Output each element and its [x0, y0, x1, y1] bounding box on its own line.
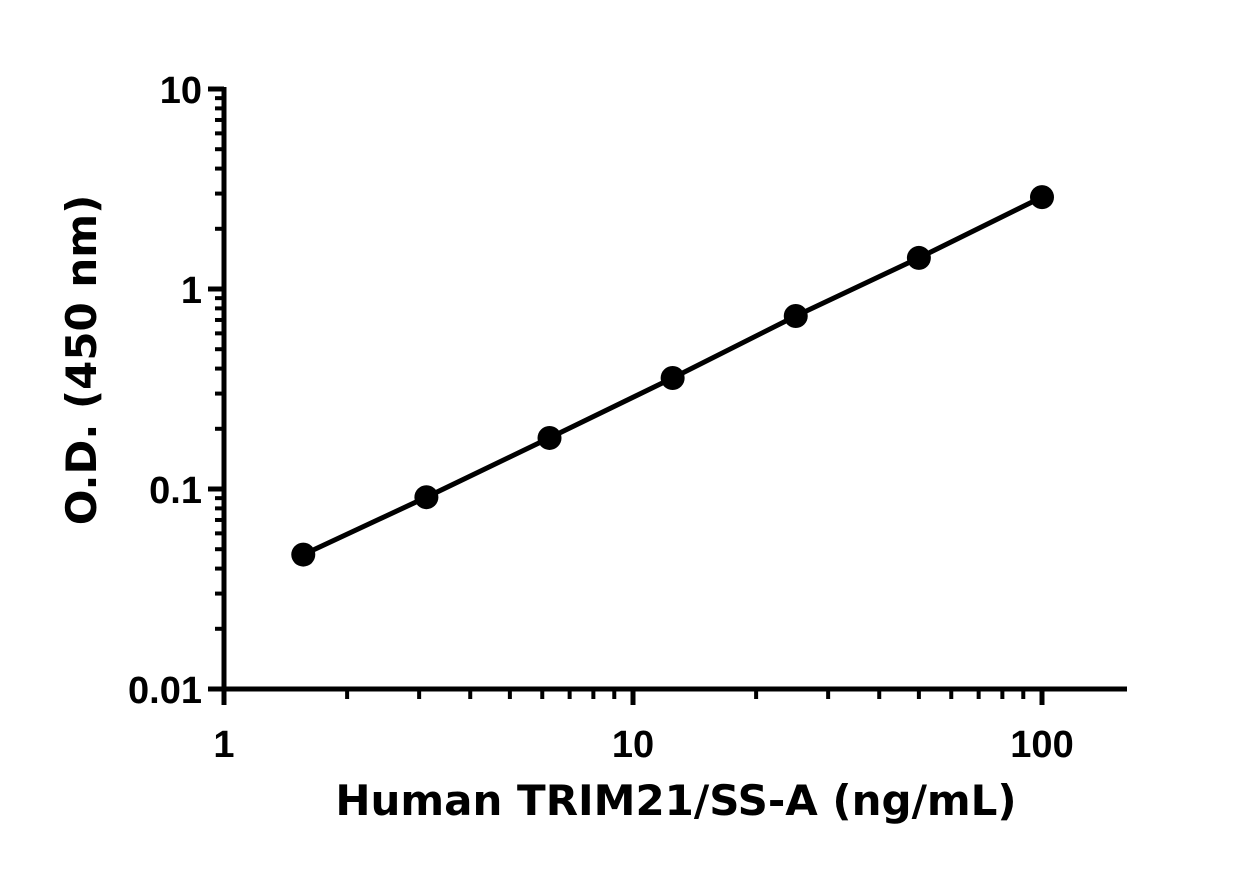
- data-point-marker: [783, 303, 808, 328]
- data-point-marker: [537, 425, 562, 450]
- y-axis-title: O.D. (450 nm): [57, 195, 106, 526]
- data-point-marker: [906, 245, 931, 270]
- y-tick-label: 1: [181, 270, 202, 312]
- x-tick-label: 100: [1010, 724, 1073, 766]
- x-tick-label: 1: [213, 724, 234, 766]
- y-tick-label: 0.01: [128, 670, 202, 712]
- data-point-marker: [291, 542, 316, 567]
- y-tick-label: 0.1: [149, 470, 202, 512]
- y-tick-label: 10: [160, 70, 202, 112]
- data-series: [291, 185, 1054, 567]
- x-tick-label: 10: [612, 724, 654, 766]
- y-axis: 0.01 0.1 1 10: [128, 70, 227, 712]
- x-axis: 1 10 100: [208, 686, 1127, 766]
- data-point-marker: [414, 485, 439, 510]
- x-axis-title: Human TRIM21/SS-A (ng/mL): [335, 776, 1016, 825]
- data-point-marker: [660, 365, 685, 390]
- data-point-marker: [1030, 185, 1054, 210]
